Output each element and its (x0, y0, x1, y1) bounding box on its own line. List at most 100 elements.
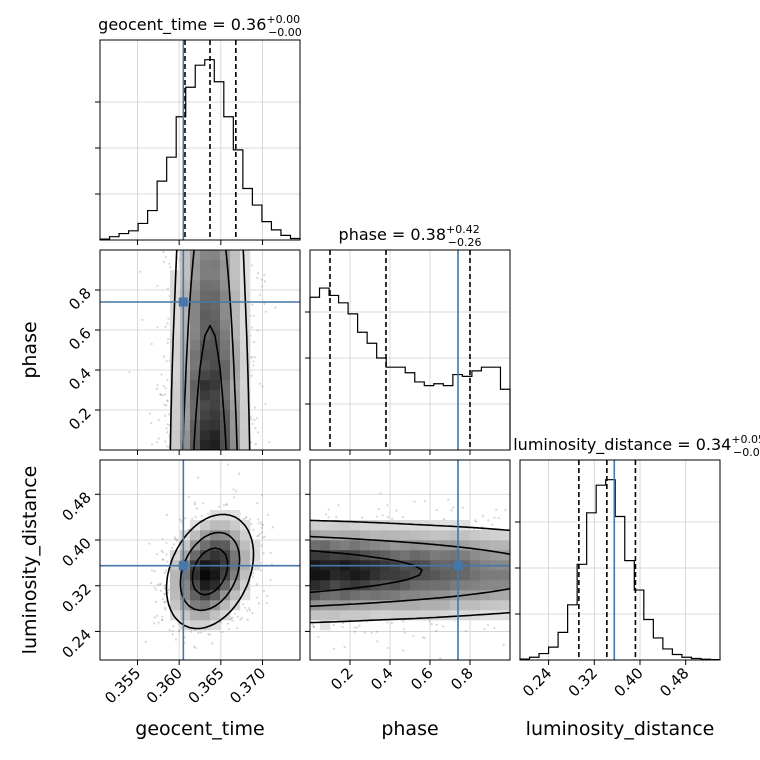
density-cell (220, 270, 231, 281)
sample-point (474, 520, 478, 524)
diag-frame-luminosity_distance (519, 459, 721, 661)
contour-line (193, 324, 227, 450)
sample-point (341, 625, 344, 629)
sample-point (153, 570, 156, 573)
density-cell (210, 340, 221, 351)
density-cell (240, 370, 251, 381)
sample-point (176, 538, 179, 541)
diag-panel-phase (305, 250, 511, 450)
density-cell (230, 510, 241, 521)
sample-point (402, 628, 405, 631)
sample-point (225, 502, 228, 506)
sample-point (238, 472, 241, 475)
density-cell (210, 360, 221, 371)
density-cell (220, 400, 231, 411)
sample-point (375, 515, 378, 518)
sample-point (202, 502, 205, 505)
density-cell (240, 320, 251, 331)
density-cell (190, 620, 201, 631)
sample-point (218, 505, 221, 508)
y-tick-label: 0.32 (58, 580, 94, 616)
sample-point (155, 387, 158, 390)
sample-point (266, 513, 270, 516)
density-cell (180, 600, 191, 611)
density-cell (240, 330, 251, 341)
density-cell (180, 350, 191, 361)
sample-point (179, 518, 182, 521)
density-cell (170, 590, 181, 601)
sample-point (200, 514, 203, 518)
sample-point (257, 602, 261, 605)
density-cell (180, 430, 191, 441)
sample-point (265, 602, 268, 605)
density-cell (210, 290, 221, 301)
sample-point (256, 501, 259, 505)
density-cell (240, 340, 251, 351)
sample-point (160, 373, 163, 376)
density-cell (240, 570, 251, 581)
density-cell (170, 410, 181, 421)
sample-point (148, 542, 151, 545)
sample-point (333, 647, 336, 650)
density-cell (220, 540, 231, 551)
sample-point (261, 536, 264, 539)
density-cells (170, 250, 251, 450)
density-cell (180, 330, 191, 341)
sample-point (163, 571, 167, 575)
density-cell (240, 350, 251, 361)
sample-point (167, 317, 170, 320)
sample-point (199, 631, 203, 634)
sample-point (252, 364, 255, 367)
sample-point (234, 490, 238, 493)
sample-point (253, 356, 257, 359)
sample-point (166, 560, 169, 563)
sample-point (247, 607, 251, 610)
density-cell (190, 360, 201, 371)
sample-point (403, 631, 406, 634)
panel-frame-0-2 (99, 459, 301, 661)
sample-point (252, 576, 255, 579)
density-cell (210, 270, 221, 281)
sample-point (163, 260, 166, 263)
sample-point (148, 412, 151, 415)
sample-point (428, 620, 431, 623)
sample-point (156, 284, 159, 288)
sample-point (241, 603, 245, 606)
density-cell (230, 420, 241, 431)
density-cell (180, 270, 191, 281)
density-cell (210, 320, 221, 331)
sample-point (386, 621, 389, 624)
density-cell (230, 250, 241, 261)
sample-point (254, 442, 257, 446)
density-cell (190, 580, 201, 591)
density-cell (190, 260, 201, 271)
sample-point (208, 633, 211, 636)
sample-point (264, 403, 267, 406)
histogram-phase (309, 287, 511, 450)
sample-point (161, 393, 164, 397)
sample-point (156, 326, 159, 329)
sample-point (256, 276, 259, 280)
sample-point (163, 586, 166, 590)
sample-point (493, 626, 496, 629)
sample-point (260, 278, 263, 281)
sample-point (164, 608, 167, 611)
density-cell (190, 390, 201, 401)
contour-line (179, 531, 241, 612)
sample-point (174, 638, 178, 641)
density-cell (190, 330, 201, 341)
sample-point (435, 629, 438, 633)
sample-point (163, 600, 166, 604)
title-plus: +0.05 (731, 433, 760, 446)
histogram-geocent_time (99, 59, 301, 240)
sample-point (243, 606, 246, 610)
sample-point (236, 615, 239, 618)
sample-point (163, 403, 166, 407)
density-cell (230, 300, 241, 311)
sample-point (162, 355, 165, 358)
sample-point (370, 631, 373, 634)
density-cell (210, 390, 221, 401)
density-cell (240, 270, 251, 281)
sample-point (165, 569, 168, 572)
contour-line (165, 513, 255, 630)
